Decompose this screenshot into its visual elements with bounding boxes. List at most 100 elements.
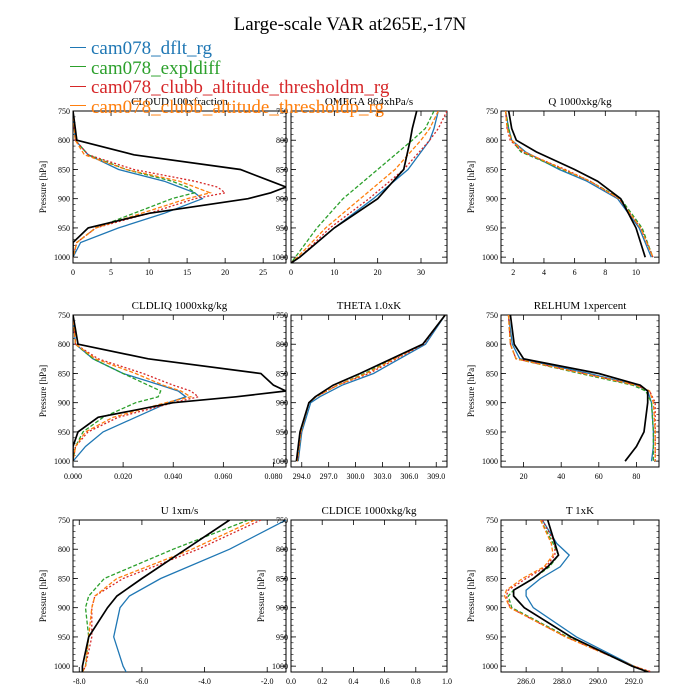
x-tick-label: 0.0 <box>286 677 296 686</box>
series-layer <box>73 315 286 462</box>
y-tick-label: 850 <box>486 369 498 378</box>
y-tick-label: 1000 <box>482 457 498 466</box>
y-tick-label: 900 <box>486 604 498 613</box>
x-tick-label: 292.0 <box>625 677 643 686</box>
x-tick-label: 0.6 <box>380 677 390 686</box>
x-tick-label: 20 <box>221 268 229 277</box>
reference-line <box>507 111 647 258</box>
series-line-2 <box>504 111 654 258</box>
y-tick-label: 900 <box>276 604 288 613</box>
y-axis-label: Pressure [hPa] <box>38 365 48 417</box>
x-tick-label: 4 <box>542 268 546 277</box>
x-tick-label: 0.080 <box>264 472 282 481</box>
y-tick-label: 1000 <box>54 457 70 466</box>
x-tick-label: 8 <box>603 268 607 277</box>
panel-title: OMEGA 864xhPa/s <box>325 96 413 108</box>
panel-5: THETA 1.0xK 750 800 850 900 950 1000 294.0 297.0… <box>272 300 448 481</box>
y-axis-label: Pressure [hPa] <box>38 570 48 622</box>
x-tick-label: 294.0 <box>293 472 311 481</box>
y-tick-label: 900 <box>58 604 70 613</box>
series-line-3 <box>296 315 446 462</box>
legend-entry-thresholdp: cam078_clubb_altitude_thresholdp_rg <box>70 96 389 118</box>
x-tick-label: 60 <box>595 472 603 481</box>
x-tick-label: 290.0 <box>589 677 607 686</box>
legend: cam078_dflt_rg cam078_expldiff cam078_cl… <box>70 38 389 118</box>
series-line-2 <box>507 520 651 672</box>
legend-swatch-thresholdm <box>70 85 86 87</box>
x-tick-label: 0.060 <box>214 472 232 481</box>
series-line-1 <box>297 315 446 462</box>
legend-label-expldiff: cam078_expldiff <box>91 57 221 79</box>
x-tick-label: 0.8 <box>411 677 421 686</box>
panel-6: RELHUM 1xpercent 750 800 850 900 950 1000 20 40 6… <box>466 300 660 481</box>
panel-3: Q 1000xkg/kg 750 800 850 900 950 1000 2 4 6 8 10 Pre… <box>466 96 660 277</box>
legend-label-thresholdp: cam078_clubb_altitude_thresholdp_rg <box>91 96 385 118</box>
y-tick-label: 800 <box>276 545 288 554</box>
x-tick-label: 286.0 <box>517 677 535 686</box>
x-tick-label: 0 <box>289 268 293 277</box>
y-tick-label: 800 <box>276 340 288 349</box>
legend-entry-dflt: cam078_dflt_rg <box>70 38 389 59</box>
plot-frame <box>72 519 287 673</box>
series-line-4 <box>73 315 193 462</box>
series-line-3 <box>73 315 200 462</box>
y-tick-label: 750 <box>486 107 498 116</box>
legend-swatch-expldiff <box>70 66 86 67</box>
reference-line <box>512 520 649 672</box>
series-line-1 <box>507 315 655 462</box>
series-layer <box>291 111 447 263</box>
series-line-1 <box>73 315 188 462</box>
series-line-3 <box>73 111 227 258</box>
reference-line <box>295 315 446 462</box>
reference-line <box>291 111 418 263</box>
y-tick-label: 850 <box>58 165 70 174</box>
reference-line <box>509 315 649 462</box>
x-tick-label: -8.0 <box>73 677 86 686</box>
y-tick-label: 950 <box>486 224 498 233</box>
panel-title: CLOUD 100xfraction <box>131 96 228 108</box>
x-tick-label: 0.4 <box>348 677 358 686</box>
series-line-3 <box>505 520 653 672</box>
y-tick-label: 900 <box>276 399 288 408</box>
reference-line <box>73 315 286 462</box>
series-line-2 <box>291 111 435 263</box>
series-layer <box>295 315 446 462</box>
x-tick-label: 10 <box>145 268 153 277</box>
x-tick-label: 20 <box>520 472 528 481</box>
y-tick-label: 750 <box>58 311 70 320</box>
legend-entry-expldiff: cam078_expldiff <box>70 57 389 79</box>
y-tick-label: 750 <box>276 107 288 116</box>
series-line-2 <box>81 520 249 672</box>
y-tick-label: 950 <box>276 428 288 437</box>
y-tick-label: 900 <box>486 195 498 204</box>
plot-frame <box>500 314 660 468</box>
series-line-1 <box>504 111 652 258</box>
x-tick-label: 300.0 <box>347 472 365 481</box>
y-tick-label: 1000 <box>272 253 288 262</box>
series-line-2 <box>507 315 655 462</box>
y-tick-label: 800 <box>58 545 70 554</box>
y-tick-label: 750 <box>486 516 498 525</box>
legend-label-dflt: cam078_dflt_rg <box>91 38 213 59</box>
series-line-1 <box>525 520 649 672</box>
x-tick-label: 20 <box>374 268 382 277</box>
series-line-3 <box>291 111 447 263</box>
series-line-1 <box>73 111 204 258</box>
y-axis-label: Pressure [hPa] <box>466 570 476 622</box>
y-tick-label: 750 <box>276 516 288 525</box>
y-tick-label: 800 <box>486 545 498 554</box>
x-tick-label: 2 <box>511 268 515 277</box>
x-tick-label: 303.0 <box>373 472 391 481</box>
y-tick-label: 1000 <box>272 662 288 671</box>
series-line-3 <box>507 315 656 462</box>
x-tick-label: 0.040 <box>164 472 182 481</box>
series-line-4 <box>291 111 439 263</box>
series-line-2 <box>73 111 197 258</box>
series-line-2 <box>296 315 446 462</box>
y-tick-label: 800 <box>58 340 70 349</box>
series-line-3 <box>81 520 262 672</box>
legend-swatch-thresholdp <box>70 105 86 106</box>
